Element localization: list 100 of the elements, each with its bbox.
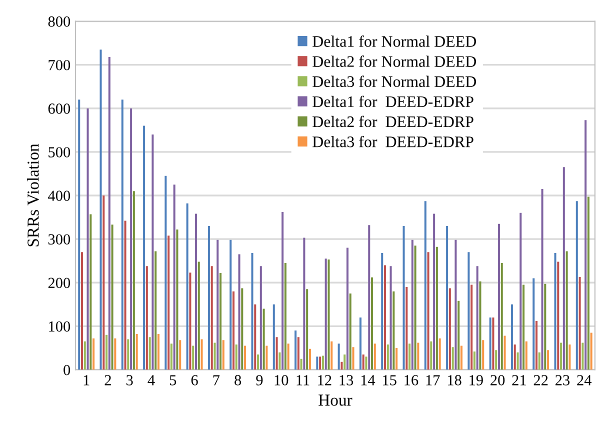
bar xyxy=(532,278,535,370)
bar xyxy=(479,281,482,370)
x-tick-label: 16 xyxy=(404,375,418,386)
bar xyxy=(344,354,346,370)
bar xyxy=(127,339,130,370)
legend-label: Delta3 for Normal DEED xyxy=(312,76,476,88)
bar xyxy=(278,352,281,370)
y-tick-label: 300 xyxy=(48,234,70,245)
bar xyxy=(106,334,108,370)
bar xyxy=(520,212,522,370)
bar xyxy=(198,262,200,370)
bar xyxy=(297,337,300,370)
bar xyxy=(200,339,203,370)
x-tick-label: 2 xyxy=(104,375,111,386)
bar xyxy=(148,337,151,370)
bar xyxy=(396,348,398,370)
bar xyxy=(220,273,222,370)
bar xyxy=(500,263,503,370)
legend-label: Delta3 for DEED-EDRP xyxy=(312,136,474,148)
bar xyxy=(436,246,438,370)
y-tick-label: 800 xyxy=(48,16,70,27)
bar xyxy=(414,246,416,370)
x-tick-label: 14 xyxy=(361,375,376,386)
bar xyxy=(424,201,426,370)
y-tick-label: 700 xyxy=(48,60,70,70)
x-tick-label: 11 xyxy=(296,375,310,386)
bar xyxy=(266,346,268,370)
bar xyxy=(482,340,484,370)
bar xyxy=(359,317,362,370)
bar xyxy=(584,120,587,370)
x-tick-label: 1 xyxy=(84,375,90,386)
bar xyxy=(544,284,546,370)
bar xyxy=(560,342,562,370)
bar xyxy=(473,351,476,370)
bar xyxy=(362,354,364,370)
bar xyxy=(338,344,340,370)
bar xyxy=(460,346,462,370)
x-tick-label: 3 xyxy=(126,375,133,386)
bar xyxy=(328,260,330,370)
bar xyxy=(114,338,116,370)
bar xyxy=(566,251,568,370)
bar xyxy=(316,356,318,370)
x-tick-label: 10 xyxy=(274,375,288,386)
bar xyxy=(208,226,210,370)
x-tick-label: 7 xyxy=(213,375,220,386)
bar xyxy=(92,338,95,370)
bar xyxy=(111,224,114,370)
bar xyxy=(386,344,389,370)
y-tick-label: 200 xyxy=(48,278,70,288)
bar xyxy=(284,263,286,370)
bar xyxy=(430,341,432,370)
y-axis-title: SRRs Violation xyxy=(27,144,39,246)
bar xyxy=(516,352,519,370)
bar xyxy=(230,240,232,370)
bar xyxy=(458,300,460,370)
y-tick-label: 500 xyxy=(48,147,70,158)
bar xyxy=(80,252,84,370)
bar xyxy=(306,289,308,370)
bar xyxy=(176,229,178,370)
bar xyxy=(214,342,216,370)
bar xyxy=(352,347,354,370)
bar xyxy=(438,338,441,370)
bar xyxy=(322,356,324,370)
bar xyxy=(535,320,538,370)
y-tick-label: 600 xyxy=(48,104,70,114)
bar xyxy=(90,214,92,370)
bar xyxy=(186,203,188,370)
bar xyxy=(152,134,154,370)
legend-label: Delta1 for Normal DEED xyxy=(312,35,476,47)
bar xyxy=(578,276,581,370)
bar xyxy=(168,236,170,370)
legend-label: Delta2 for Normal DEED xyxy=(312,56,476,67)
bar xyxy=(132,191,135,370)
bar xyxy=(78,100,80,370)
bar xyxy=(408,344,411,370)
bar xyxy=(262,308,265,370)
bar xyxy=(390,266,392,370)
x-tick-label: 15 xyxy=(383,375,396,386)
x-tick-label: 5 xyxy=(170,375,176,386)
bar xyxy=(157,334,160,370)
bar xyxy=(257,354,260,370)
bar xyxy=(514,344,516,370)
x-tick-label: 4 xyxy=(148,375,155,386)
bar xyxy=(433,214,436,370)
bar xyxy=(340,362,343,370)
bar xyxy=(84,341,86,370)
bar xyxy=(282,212,284,370)
bar xyxy=(582,342,584,370)
bar xyxy=(222,340,224,370)
bar xyxy=(576,201,578,370)
x-tick-label: 9 xyxy=(256,375,263,386)
bar xyxy=(547,350,550,370)
bar xyxy=(470,284,473,370)
bar xyxy=(102,196,105,370)
bar xyxy=(238,254,240,370)
bar xyxy=(121,100,124,370)
bar xyxy=(194,214,197,370)
bar xyxy=(164,176,167,370)
bar xyxy=(170,344,172,370)
bar xyxy=(100,50,102,370)
